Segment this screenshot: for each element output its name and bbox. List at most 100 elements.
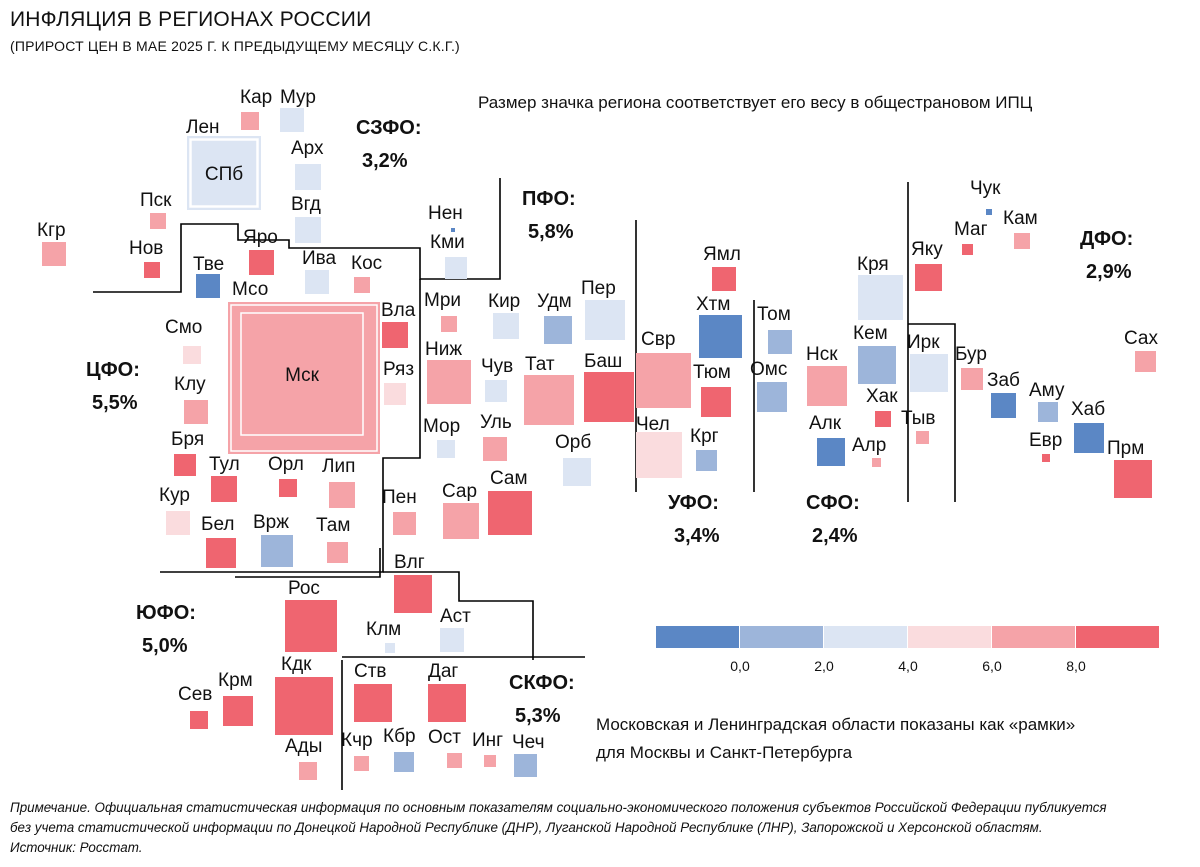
region-tile-бур <box>961 368 983 390</box>
region-tile-кгн <box>696 450 717 471</box>
region-tile-вгд <box>295 217 321 243</box>
district-name-0: СЗФО: <box>356 117 422 139</box>
region-tile-кгр <box>42 242 66 266</box>
region-tile-чеч <box>514 754 537 777</box>
region-label-мор: Мор <box>423 416 460 437</box>
region-tile-там <box>327 542 348 563</box>
region-frame-inner-мсо <box>230 304 378 452</box>
region-tile-клу <box>184 400 208 424</box>
district-value-6: 5,0% <box>142 635 188 657</box>
region-label-аст: Аст <box>440 606 471 627</box>
region-label-кгр: Кгр <box>37 220 66 241</box>
region-tile-ирк <box>910 354 948 392</box>
region-label-пер: Пер <box>581 278 616 299</box>
region-tile-мор <box>437 440 455 458</box>
region-label-омс: Омс <box>750 359 787 380</box>
region-label-кем: Кем <box>853 323 888 344</box>
region-label-там: Там <box>316 515 350 536</box>
legend-swatch-4 <box>992 626 1075 648</box>
region-label-нск: Нск <box>806 344 838 365</box>
region-label-сев: Сев <box>178 684 212 705</box>
region-tile-кур <box>166 511 190 535</box>
region-tile-омс <box>757 382 787 412</box>
size-note: Размер значка региона соответствует его … <box>478 93 1033 112</box>
district-name-4: УФО: <box>668 492 719 514</box>
region-label-евр: Евр <box>1029 430 1062 451</box>
region-tile-пск <box>150 213 166 229</box>
frame-note-line-2: для Москвы и Санкт-Петербурга <box>596 743 853 762</box>
region-label-аму: Аму <box>1029 380 1065 401</box>
region-label-кар: Кар <box>240 87 272 108</box>
region-tile-орб <box>563 458 591 486</box>
region-tile-сам <box>488 491 532 535</box>
frame-note-line-1: Московская и Ленинградская области показ… <box>596 715 1075 734</box>
district-value-7: 5,3% <box>515 705 561 727</box>
district-border-3 <box>383 571 534 660</box>
region-tile-нов <box>144 262 160 278</box>
region-label-лип: Лип <box>322 456 355 477</box>
region-label-кбр: Кбр <box>383 726 416 747</box>
region-label-мур: Мур <box>280 87 316 108</box>
region-label-баш: Баш <box>584 351 622 372</box>
region-tile-тат <box>524 375 574 425</box>
region-tile-тве <box>196 274 220 298</box>
district-name-7: СКФО: <box>509 672 575 694</box>
region-tile-мри <box>441 316 457 332</box>
legend-swatch-3 <box>908 626 991 648</box>
region-label-ств: Ств <box>354 661 387 682</box>
region-label-хак: Хак <box>866 386 898 407</box>
region-label-сар: Сар <box>442 481 477 502</box>
region-label-мсо: Мсо <box>232 279 268 300</box>
district-name-1: ПФО: <box>522 188 576 210</box>
region-label-крм: Крм <box>218 670 253 691</box>
region-tile-инг <box>484 755 496 767</box>
region-label-тул: Тул <box>209 454 240 475</box>
region-tile-пер <box>585 300 625 340</box>
region-tile-кар <box>241 112 259 130</box>
region-label-маг: Маг <box>954 219 988 240</box>
region-label-орб: Орб <box>555 432 591 453</box>
region-tile-хтм <box>699 315 742 358</box>
region-label-удм: Удм <box>537 291 572 312</box>
district-name-5: СФО: <box>806 492 860 514</box>
region-tile-ост <box>447 753 462 768</box>
district-border-1 <box>160 279 421 573</box>
region-label-чук: Чук <box>970 178 1001 199</box>
region-tile-орл <box>279 479 297 497</box>
region-tile-заб <box>991 393 1016 418</box>
region-label-кир: Кир <box>488 291 520 312</box>
region-label-нов: Нов <box>129 238 163 259</box>
region-label-сах: Сах <box>1124 328 1159 349</box>
region-tile-кам <box>1014 233 1030 249</box>
region-tile-хаб <box>1074 423 1104 453</box>
region-tiles <box>42 108 1156 780</box>
region-label-вгг: Влг <box>394 552 425 573</box>
region-label-ост: Ост <box>428 727 461 748</box>
region-label-рос: Рос <box>288 578 320 599</box>
region-label-кгн: Крг <box>690 426 719 447</box>
region-label-ады: Ады <box>285 736 322 757</box>
region-label-ниж: Ниж <box>425 339 462 360</box>
region-label-чув: Чув <box>481 356 513 377</box>
legend-tick-0: 0,0 <box>730 658 750 674</box>
region-label-даг: Даг <box>428 661 458 682</box>
region-tile-сар <box>443 503 479 539</box>
region-label-инг: Инг <box>472 730 503 751</box>
district-name-6: ЮФО: <box>136 602 196 624</box>
region-tile-уль <box>483 437 507 461</box>
region-label-ямл: Ямл <box>703 244 741 265</box>
district-value-2: 2,9% <box>1086 261 1132 283</box>
region-tile-алк <box>817 438 845 466</box>
region-tile-свр <box>636 353 691 408</box>
region-label-кур: Кур <box>159 485 190 506</box>
region-tile-хак <box>875 411 891 427</box>
region-label-нен: Нен <box>428 203 463 224</box>
region-label-пен: Пен <box>382 487 417 508</box>
region-tile-кчр <box>354 756 369 771</box>
region-tile-евр <box>1042 454 1050 462</box>
region-tile-кир <box>493 313 519 339</box>
region-tile-спб <box>190 139 258 207</box>
region-tile-пен <box>393 512 416 535</box>
region-tile-чук <box>986 209 992 215</box>
region-label-бря: Бря <box>171 429 204 450</box>
